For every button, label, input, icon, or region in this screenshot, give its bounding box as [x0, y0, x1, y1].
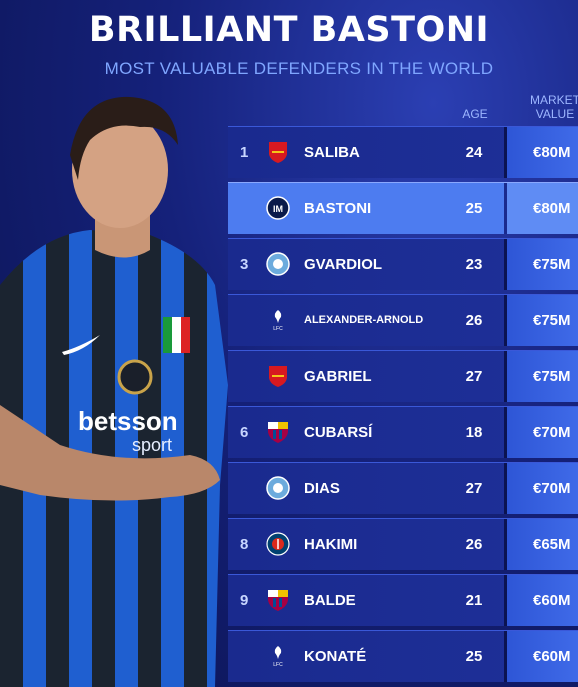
- market-value: €70M: [507, 407, 578, 458]
- column-header-value: MARKET VALUE: [520, 93, 578, 121]
- market-value: €60M: [507, 575, 578, 626]
- rank-number: 3: [240, 256, 249, 273]
- market-value: €65M: [507, 519, 578, 570]
- table-row: 9 BALDE 21 €60M: [228, 574, 578, 626]
- market-value: €70M: [507, 463, 578, 514]
- svg-text:LFC: LFC: [273, 326, 283, 332]
- cell-divider: [504, 463, 507, 514]
- column-header-age: AGE: [462, 107, 488, 121]
- rank-number: 6: [240, 424, 249, 441]
- liverpool-crest-icon: LFC: [266, 644, 290, 668]
- table-row: GABRIEL 27 €75M: [228, 350, 578, 402]
- table-row: 1 SALIBA 24 €80M: [228, 126, 578, 178]
- page-title: BRILLIANT BASTONI: [88, 10, 490, 50]
- jersey-sponsor: betsson: [78, 406, 178, 436]
- cell-divider: [504, 127, 507, 178]
- player-age: 27: [465, 480, 483, 497]
- player-age: 27: [465, 368, 483, 385]
- table-row: 3 GVARDIOL 23 €75M: [228, 238, 578, 290]
- player-name: CUBARSÍ: [304, 424, 373, 441]
- arsenal-crest-icon: [266, 364, 290, 388]
- cell-divider: [504, 575, 507, 626]
- ranking-table: 1 SALIBA 24 €80M IM BASTONI 25 €80M 3 GVARDIOL 23 €…: [228, 126, 578, 686]
- table-row: LFC KONATÉ 25 €60M: [228, 630, 578, 682]
- table-row: IM BASTONI 25 €80M: [228, 182, 578, 234]
- table-row: 6 CUBARSÍ 18 €70M: [228, 406, 578, 458]
- arsenal-crest-icon: [266, 140, 290, 164]
- column-header-value-line2: VALUE: [535, 107, 575, 121]
- player-name: BASTONI: [304, 200, 372, 217]
- player-name: SALIBA: [304, 144, 360, 161]
- cell-divider: [504, 407, 507, 458]
- player-age: 24: [465, 144, 483, 161]
- barcelona-crest-icon: [266, 588, 290, 612]
- psg-crest-icon: [266, 532, 290, 556]
- barcelona-crest-icon: [266, 420, 290, 444]
- table-row: DIAS 27 €70M: [228, 462, 578, 514]
- player-age: 23: [465, 256, 483, 273]
- market-value: €75M: [507, 239, 578, 290]
- rank-number: 9: [240, 592, 249, 609]
- column-header-value-line1: MARKET: [529, 93, 578, 107]
- market-value: €75M: [507, 351, 578, 402]
- page-subtitle: MOST VALUABLE DEFENDERS IN THE WORLD: [104, 59, 494, 78]
- player-age: 25: [465, 648, 483, 665]
- cell-divider: [504, 239, 507, 290]
- player-name: KONATÉ: [304, 648, 367, 665]
- man-city-crest-icon: [266, 252, 290, 276]
- player-name: DIAS: [304, 480, 340, 497]
- cell-divider: [504, 519, 507, 570]
- market-value: €60M: [507, 631, 578, 682]
- player-name: ALEXANDER-ARNOLD: [304, 314, 424, 326]
- inter-crest-icon: IM: [266, 196, 290, 220]
- player-age: 18: [465, 424, 483, 441]
- cell-divider: [504, 183, 507, 234]
- cell-divider: [504, 295, 507, 346]
- rank-number: 8: [240, 536, 249, 553]
- player-age: 26: [465, 536, 483, 553]
- jersey-sponsor-sub: sport: [132, 435, 172, 455]
- market-value: €80M: [507, 127, 578, 178]
- player-name: GVARDIOL: [304, 256, 383, 273]
- player-photo: betsson sport: [0, 96, 228, 687]
- liverpool-crest-icon: LFC: [266, 308, 290, 332]
- player-name: BALDE: [304, 592, 356, 609]
- table-row: LFC ALEXANDER-ARNOLD 26 €75M: [228, 294, 578, 346]
- svg-text:LFC: LFC: [273, 662, 283, 668]
- rank-number: 1: [240, 144, 249, 161]
- table-row: 8 HAKIMI 26 €65M: [228, 518, 578, 570]
- player-age: 21: [465, 592, 483, 609]
- market-value: €75M: [507, 295, 578, 346]
- market-value: €80M: [507, 183, 578, 234]
- cell-divider: [504, 351, 507, 402]
- player-name: GABRIEL: [304, 368, 372, 385]
- player-age: 26: [465, 312, 483, 329]
- svg-text:IM: IM: [273, 204, 283, 214]
- cell-divider: [504, 631, 507, 682]
- player-age: 25: [465, 200, 483, 217]
- player-name: HAKIMI: [304, 536, 358, 553]
- man-city-crest-icon: [266, 476, 290, 500]
